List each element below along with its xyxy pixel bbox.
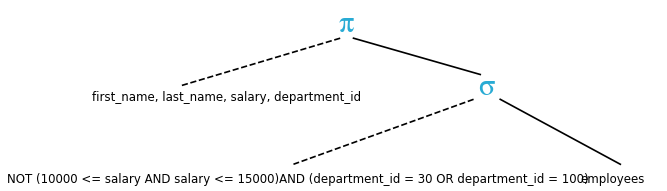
Text: NOT (10000 <= salary AND salary <= 15000)AND (department_id = 30 OR department_i: NOT (10000 <= salary AND salary <= 15000… xyxy=(7,173,588,186)
Text: employees: employees xyxy=(580,173,645,186)
Text: σ: σ xyxy=(478,74,496,102)
Text: π: π xyxy=(339,11,355,39)
Text: first_name, last_name, salary, department_id: first_name, last_name, salary, departmen… xyxy=(92,91,362,104)
